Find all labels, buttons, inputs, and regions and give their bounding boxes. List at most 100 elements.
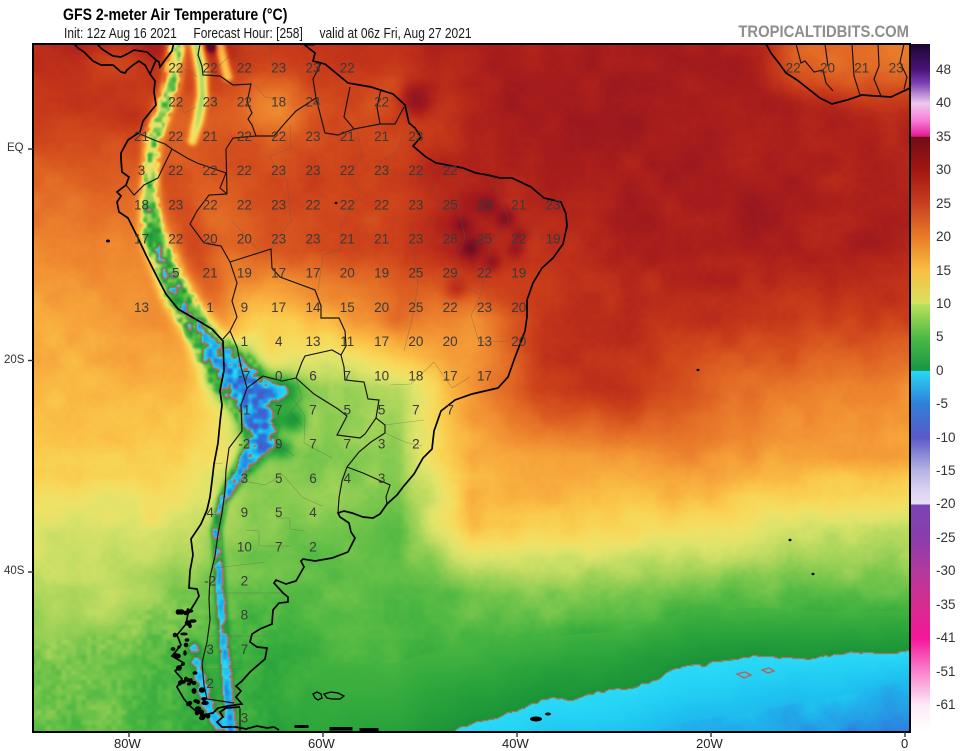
svg-text:7: 7 [309, 437, 317, 452]
svg-text:23: 23 [271, 163, 286, 178]
svg-text:7: 7 [241, 642, 249, 657]
svg-text:22: 22 [203, 163, 218, 178]
svg-text:2: 2 [206, 676, 214, 691]
svg-text:20: 20 [408, 334, 423, 349]
svg-text:22: 22 [168, 61, 183, 76]
svg-text:25: 25 [443, 197, 458, 212]
svg-text:20: 20 [203, 232, 218, 247]
svg-text:19: 19 [237, 266, 252, 281]
svg-text:10: 10 [374, 368, 389, 383]
svg-text:7: 7 [275, 539, 283, 554]
svg-text:23: 23 [408, 232, 423, 247]
svg-text:5: 5 [275, 471, 283, 486]
svg-text:21: 21 [374, 129, 389, 144]
svg-text:22: 22 [168, 163, 183, 178]
svg-text:3: 3 [378, 471, 386, 486]
svg-text:18: 18 [134, 197, 149, 212]
svg-text:20: 20 [374, 300, 389, 315]
svg-text:21: 21 [203, 129, 218, 144]
svg-text:22: 22 [408, 163, 423, 178]
svg-text:4: 4 [344, 471, 352, 486]
svg-text:2: 2 [241, 574, 249, 589]
svg-text:-2: -2 [204, 574, 216, 589]
svg-text:22: 22 [374, 197, 389, 212]
svg-text:21: 21 [203, 266, 218, 281]
svg-text:1: 1 [206, 300, 214, 315]
svg-text:7: 7 [309, 403, 317, 418]
svg-text:21: 21 [511, 197, 526, 212]
svg-text:22: 22 [443, 300, 458, 315]
svg-text:22: 22 [237, 61, 252, 76]
svg-text:21: 21 [374, 232, 389, 247]
svg-text:11: 11 [340, 334, 354, 349]
svg-text:21: 21 [340, 129, 355, 144]
svg-text:1: 1 [241, 334, 249, 349]
svg-text:23: 23 [408, 129, 423, 144]
svg-text:5: 5 [344, 403, 352, 418]
svg-text:22: 22 [203, 61, 218, 76]
svg-text:19: 19 [374, 266, 389, 281]
svg-text:20: 20 [511, 300, 526, 315]
svg-text:5: 5 [172, 266, 180, 281]
svg-text:22: 22 [168, 129, 183, 144]
svg-text:15: 15 [340, 300, 355, 315]
svg-text:10: 10 [237, 539, 252, 554]
svg-text:22: 22 [786, 61, 801, 76]
svg-text:7: 7 [344, 437, 352, 452]
svg-text:23: 23 [546, 197, 561, 212]
svg-text:22: 22 [340, 163, 355, 178]
svg-text:7: 7 [446, 403, 454, 418]
svg-text:7: 7 [412, 403, 420, 418]
svg-text:20: 20 [237, 232, 252, 247]
svg-text:23: 23 [889, 61, 904, 76]
svg-text:22: 22 [340, 197, 355, 212]
svg-text:17: 17 [374, 334, 389, 349]
svg-text:2: 2 [309, 539, 317, 554]
svg-text:23: 23 [168, 197, 183, 212]
svg-text:17: 17 [134, 232, 149, 247]
svg-text:4: 4 [309, 505, 317, 520]
svg-text:22: 22 [511, 232, 526, 247]
svg-text:3: 3 [138, 163, 146, 178]
svg-text:9: 9 [275, 437, 283, 452]
svg-text:5: 5 [275, 505, 283, 520]
svg-text:23: 23 [374, 163, 389, 178]
svg-text:20: 20 [820, 61, 835, 76]
svg-text:17: 17 [271, 300, 286, 315]
svg-text:3: 3 [378, 437, 386, 452]
svg-text:17: 17 [305, 266, 320, 281]
svg-text:14: 14 [305, 300, 321, 315]
svg-text:0: 0 [275, 368, 283, 383]
svg-text:18: 18 [271, 95, 286, 110]
svg-text:29: 29 [443, 266, 458, 281]
svg-text:17: 17 [443, 368, 458, 383]
svg-text:19: 19 [511, 266, 526, 281]
svg-text:22: 22 [443, 163, 458, 178]
svg-text:2: 2 [412, 437, 420, 452]
svg-text:-2: -2 [238, 437, 250, 452]
svg-text:3: 3 [241, 471, 249, 486]
svg-text:23: 23 [477, 197, 492, 212]
svg-text:13: 13 [477, 334, 492, 349]
svg-text:25: 25 [477, 232, 492, 247]
svg-text:21: 21 [134, 129, 149, 144]
svg-text:19: 19 [546, 232, 561, 247]
svg-text:13: 13 [305, 334, 320, 349]
svg-text:22: 22 [305, 197, 320, 212]
svg-text:23: 23 [305, 163, 320, 178]
svg-text:22: 22 [203, 197, 218, 212]
svg-text:23: 23 [271, 197, 286, 212]
svg-text:23: 23 [408, 197, 423, 212]
svg-text:4: 4 [206, 505, 214, 520]
svg-text:22: 22 [168, 232, 183, 247]
svg-text:25: 25 [408, 300, 423, 315]
svg-text:21: 21 [340, 232, 355, 247]
svg-text:13: 13 [134, 300, 149, 315]
svg-text:3: 3 [241, 710, 249, 725]
svg-text:9: 9 [241, 505, 249, 520]
svg-text:23: 23 [305, 129, 320, 144]
svg-text:23: 23 [271, 61, 286, 76]
svg-text:6: 6 [309, 471, 317, 486]
svg-text:28: 28 [443, 232, 458, 247]
svg-text:4: 4 [275, 334, 283, 349]
